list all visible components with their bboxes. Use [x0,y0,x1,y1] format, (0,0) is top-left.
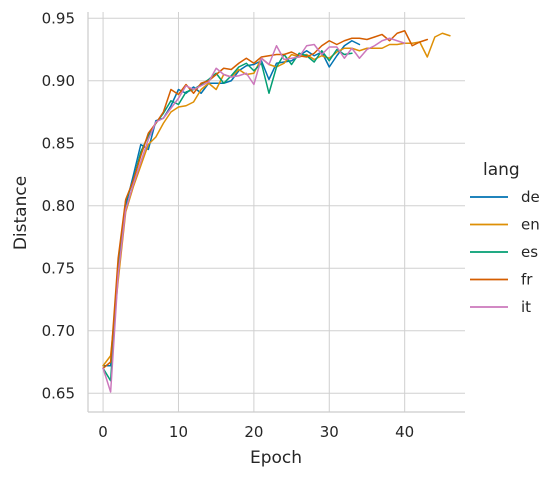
x-axis-title: Epoch [250,448,302,468]
x-tick-labels: 0 10 20 30 40 [98,423,414,441]
legend-label: en [521,216,540,234]
series-line-de [102,40,361,367]
y-tick-label: 0.95 [42,9,75,27]
legend-label: fr [521,271,533,289]
y-tick-label: 0.70 [42,322,75,340]
series-lines [102,30,451,393]
y-axis-title: Distance [11,176,31,250]
y-tick-label: 0.65 [42,384,75,402]
x-tick-label: 40 [395,423,414,441]
legend-item-de: de [470,188,540,206]
series-line-fr [102,30,429,369]
legend-label: de [521,188,540,206]
legend: lang de en es fr it [470,160,540,316]
y-tick-label: 0.85 [42,134,75,152]
x-tick-label: 0 [98,423,108,441]
y-tick-label: 0.80 [42,197,75,215]
y-tick-labels: 0.65 0.70 0.75 0.80 0.85 0.90 0.95 [42,9,75,402]
legend-label: it [521,298,531,316]
legend-items: de en es fr it [470,188,540,316]
legend-label: es [521,243,538,261]
y-tick-label: 0.90 [42,72,75,90]
legend-item-en: en [470,216,540,234]
x-tick-label: 10 [169,423,188,441]
series-line-en [102,32,451,367]
legend-item-es: es [470,243,538,261]
legend-item-fr: fr [470,271,533,289]
legend-title: lang [483,160,520,180]
x-tick-label: 20 [244,423,263,441]
legend-item-it: it [470,298,531,316]
series-line-it [102,37,406,393]
grid-lines [88,12,465,412]
axes [87,12,465,413]
y-tick-label: 0.75 [42,259,75,277]
x-tick-label: 30 [320,423,339,441]
